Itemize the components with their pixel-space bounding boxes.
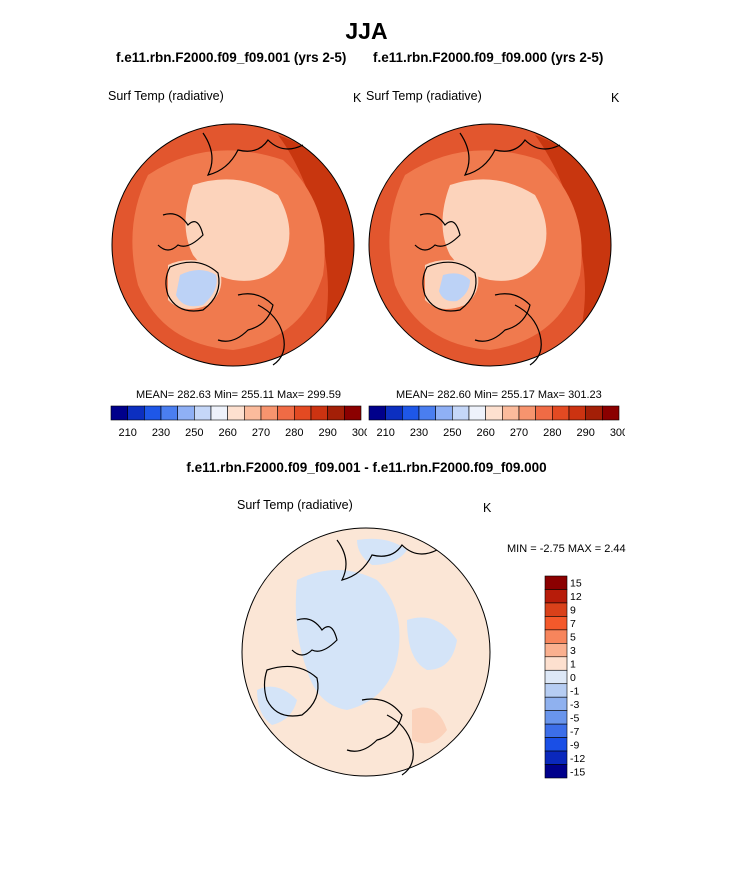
right-case-title: f.e11.rbn.F2000.f09_f09.000 (yrs 2-5) — [373, 50, 604, 65]
colorbar-swatch — [552, 405, 570, 421]
colorbar-tick-label: 1 — [570, 659, 576, 671]
colorbar-swatch — [544, 683, 568, 698]
left-units-label: K — [353, 91, 362, 105]
colorbar-swatch — [244, 405, 262, 421]
colorbar-tick-label: -9 — [570, 739, 579, 751]
right-stats: MEAN= 282.60 Min= 255.17 Max= 301.23 — [396, 389, 602, 401]
colorbar-tick-label: 7 — [570, 618, 576, 630]
colorbar-swatch — [544, 750, 568, 765]
colorbar-swatch — [585, 405, 603, 421]
colorbar-swatch — [368, 405, 386, 421]
colorbar-tick-label: -15 — [570, 766, 585, 778]
colorbar-swatch — [344, 405, 362, 421]
figure-title: JJA — [345, 18, 388, 44]
colorbar-swatch — [544, 764, 568, 779]
colorbar-swatch — [177, 405, 195, 421]
colorbar-swatch — [160, 405, 178, 421]
diff-units-label: K — [483, 501, 492, 515]
right-variable-label: Surf Temp (radiative) — [366, 89, 482, 103]
colorbar-swatch — [452, 405, 470, 421]
colorbar-tick-label: 290 — [576, 427, 594, 439]
colorbar-swatch — [544, 737, 568, 752]
colorbar-swatch — [310, 405, 328, 421]
colorbar-tick-label: 260 — [218, 427, 236, 439]
colorbar-tick-label: 270 — [252, 427, 270, 439]
left-case-title: f.e11.rbn.F2000.f09_f09.001 (yrs 2-5) — [116, 50, 347, 65]
right-colorbar: 210 230 250 260 270 280 290 300 — [368, 405, 625, 439]
colorbar-swatch — [418, 405, 436, 421]
colorbar-swatch — [544, 575, 568, 590]
diff-variable-label: Surf Temp (radiative) — [237, 498, 353, 512]
colorbar-tick-label: 0 — [570, 672, 576, 684]
colorbar-tick-label: -5 — [570, 712, 579, 724]
left-polar-map — [111, 123, 355, 367]
colorbar-swatch — [385, 405, 403, 421]
colorbar-tick-label: 5 — [570, 632, 576, 644]
colorbar-swatch — [294, 405, 312, 421]
colorbar-tick-label: 280 — [285, 427, 303, 439]
colorbar-swatch — [544, 696, 568, 711]
colorbar-tick-label: 250 — [443, 427, 461, 439]
colorbar-swatch — [544, 629, 568, 644]
colorbar-swatch — [485, 405, 503, 421]
diff-stats: MIN = -2.75 MAX = 2.44 — [507, 543, 626, 555]
colorbar-swatch — [110, 405, 128, 421]
colorbar-tick-label: 210 — [376, 427, 394, 439]
colorbar-swatch — [535, 405, 553, 421]
colorbar-swatch — [544, 669, 568, 685]
colorbar-swatch — [544, 656, 568, 671]
colorbar-swatch — [402, 405, 420, 421]
left-variable-label: Surf Temp (radiative) — [108, 89, 224, 103]
colorbar-swatch — [602, 405, 620, 421]
colorbar-tick-label: 300 — [610, 427, 625, 439]
right-polar-map — [368, 123, 612, 367]
colorbar-swatch — [544, 723, 568, 738]
colorbar-tick-label: 260 — [476, 427, 494, 439]
colorbar-swatch — [227, 405, 245, 421]
colorbar-swatch — [210, 405, 228, 421]
colorbar-tick-label: 3 — [570, 645, 576, 657]
colorbar-tick-label: -12 — [570, 753, 585, 765]
colorbar-tick-label: 280 — [543, 427, 561, 439]
colorbar-tick-label: 300 — [352, 427, 367, 439]
colorbar-swatch — [127, 405, 145, 421]
colorbar-swatch — [568, 405, 586, 421]
colorbar-tick-label: 15 — [570, 578, 582, 590]
colorbar-swatch — [260, 405, 278, 421]
colorbar-swatch — [502, 405, 520, 421]
right-units-label: K — [611, 91, 620, 105]
colorbar-tick-label: 12 — [570, 591, 582, 603]
colorbar-swatch — [468, 405, 486, 421]
colorbar-tick-label: 270 — [510, 427, 528, 439]
colorbar-swatch — [518, 405, 536, 421]
difference-polar-map — [241, 527, 491, 777]
colorbar-swatch — [144, 405, 162, 421]
colorbar-swatch — [327, 405, 345, 421]
colorbar-swatch — [544, 616, 568, 631]
left-colorbar: 210 230 250 260 270 280 290 300 — [110, 405, 367, 439]
colorbar-swatch — [194, 405, 212, 421]
colorbar-tick-label: 290 — [318, 427, 336, 439]
colorbar-swatch — [435, 405, 453, 421]
colorbar-swatch — [544, 589, 568, 604]
colorbar-tick-label: 210 — [118, 427, 136, 439]
colorbar-tick-label: 9 — [570, 605, 576, 617]
colorbar-tick-label: -3 — [570, 699, 579, 711]
colorbar-swatch — [544, 643, 568, 658]
colorbar-swatch — [544, 602, 568, 617]
colorbar-swatch — [277, 405, 295, 421]
colorbar-tick-label: 230 — [410, 427, 428, 439]
difference-title: f.e11.rbn.F2000.f09_f09.001 - f.e11.rbn.… — [186, 460, 547, 475]
colorbar-tick-label: -7 — [570, 726, 579, 738]
colorbar-tick-label: -1 — [570, 685, 579, 697]
colorbar-tick-label: 250 — [185, 427, 203, 439]
colorbar-swatch — [544, 710, 568, 725]
colorbar-tick-label: 230 — [152, 427, 170, 439]
left-stats: MEAN= 282.63 Min= 255.11 Max= 299.59 — [136, 389, 341, 401]
